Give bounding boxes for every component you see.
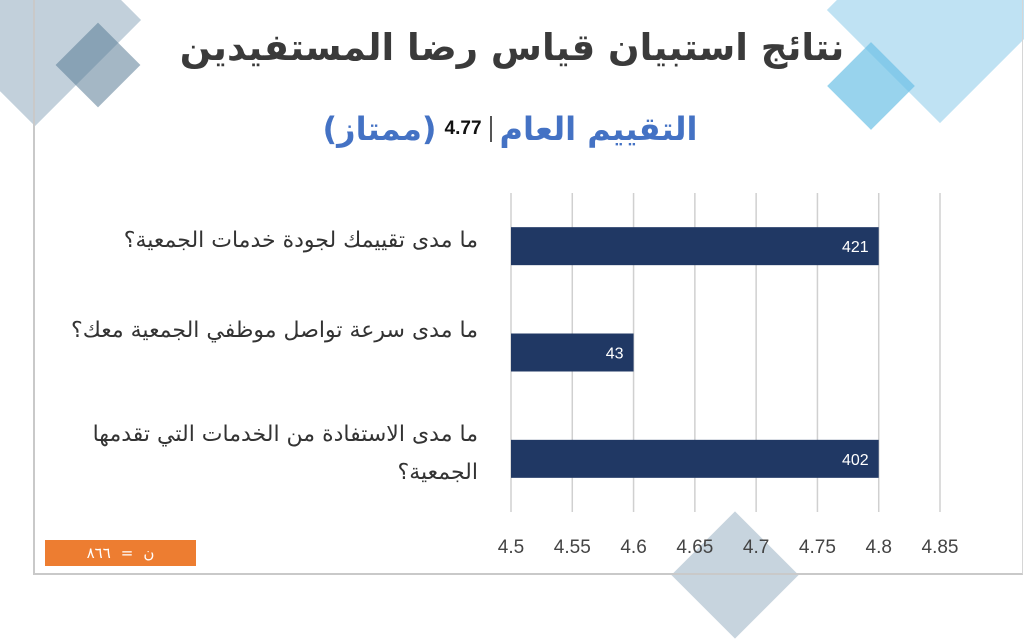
bar: [511, 333, 634, 372]
sample-size-badge: ن = ٨٦٦: [45, 540, 196, 566]
bar-data-label: 402: [842, 452, 869, 469]
overall-rating: التقييم العام 4.77 (ممتاز): [300, 105, 720, 153]
question-label-3: ما مدى الاستفادة من الخدمات التي تقدمها …: [92, 422, 478, 485]
bar-data-label: 43: [606, 346, 624, 363]
overall-score: 4.77: [444, 118, 482, 139]
bar: [511, 439, 879, 478]
x-tick-label: 4.75: [799, 537, 836, 558]
x-tick-label: 4.85: [922, 537, 959, 558]
separator: [489, 116, 492, 142]
bar: [511, 227, 879, 266]
n-equals: =: [120, 544, 134, 562]
bar-chart: 4.5 4.55 4.6 4.65 4.7 4.75 4.8 4.85 421 43 402: [498, 193, 959, 558]
slide-frame: [33, 0, 1023, 575]
x-tick-label: 4.7: [743, 537, 769, 558]
question-label-1: ما مدى تقييمك لجودة خدمات الجمعية؟: [123, 228, 478, 253]
overall-grade: (ممتاز): [322, 110, 437, 148]
x-tick-label: 4.5: [498, 537, 524, 558]
x-tick-label: 4.6: [620, 537, 646, 558]
x-tick-label: 4.65: [676, 537, 713, 558]
n-value: ٨٦٦: [86, 544, 111, 562]
overall-label: التقييم العام: [499, 110, 698, 148]
question-label-2: ما مدى سرعة تواصل موظفي الجمعية معك؟: [71, 318, 478, 343]
page-title: نتائج استبيان قياس رضا المستفيدين: [179, 26, 845, 69]
n-label: ن: [143, 544, 155, 562]
x-tick-label: 4.55: [554, 537, 591, 558]
x-tick-label: 4.8: [866, 537, 892, 558]
bar-data-label: 421: [842, 239, 869, 256]
